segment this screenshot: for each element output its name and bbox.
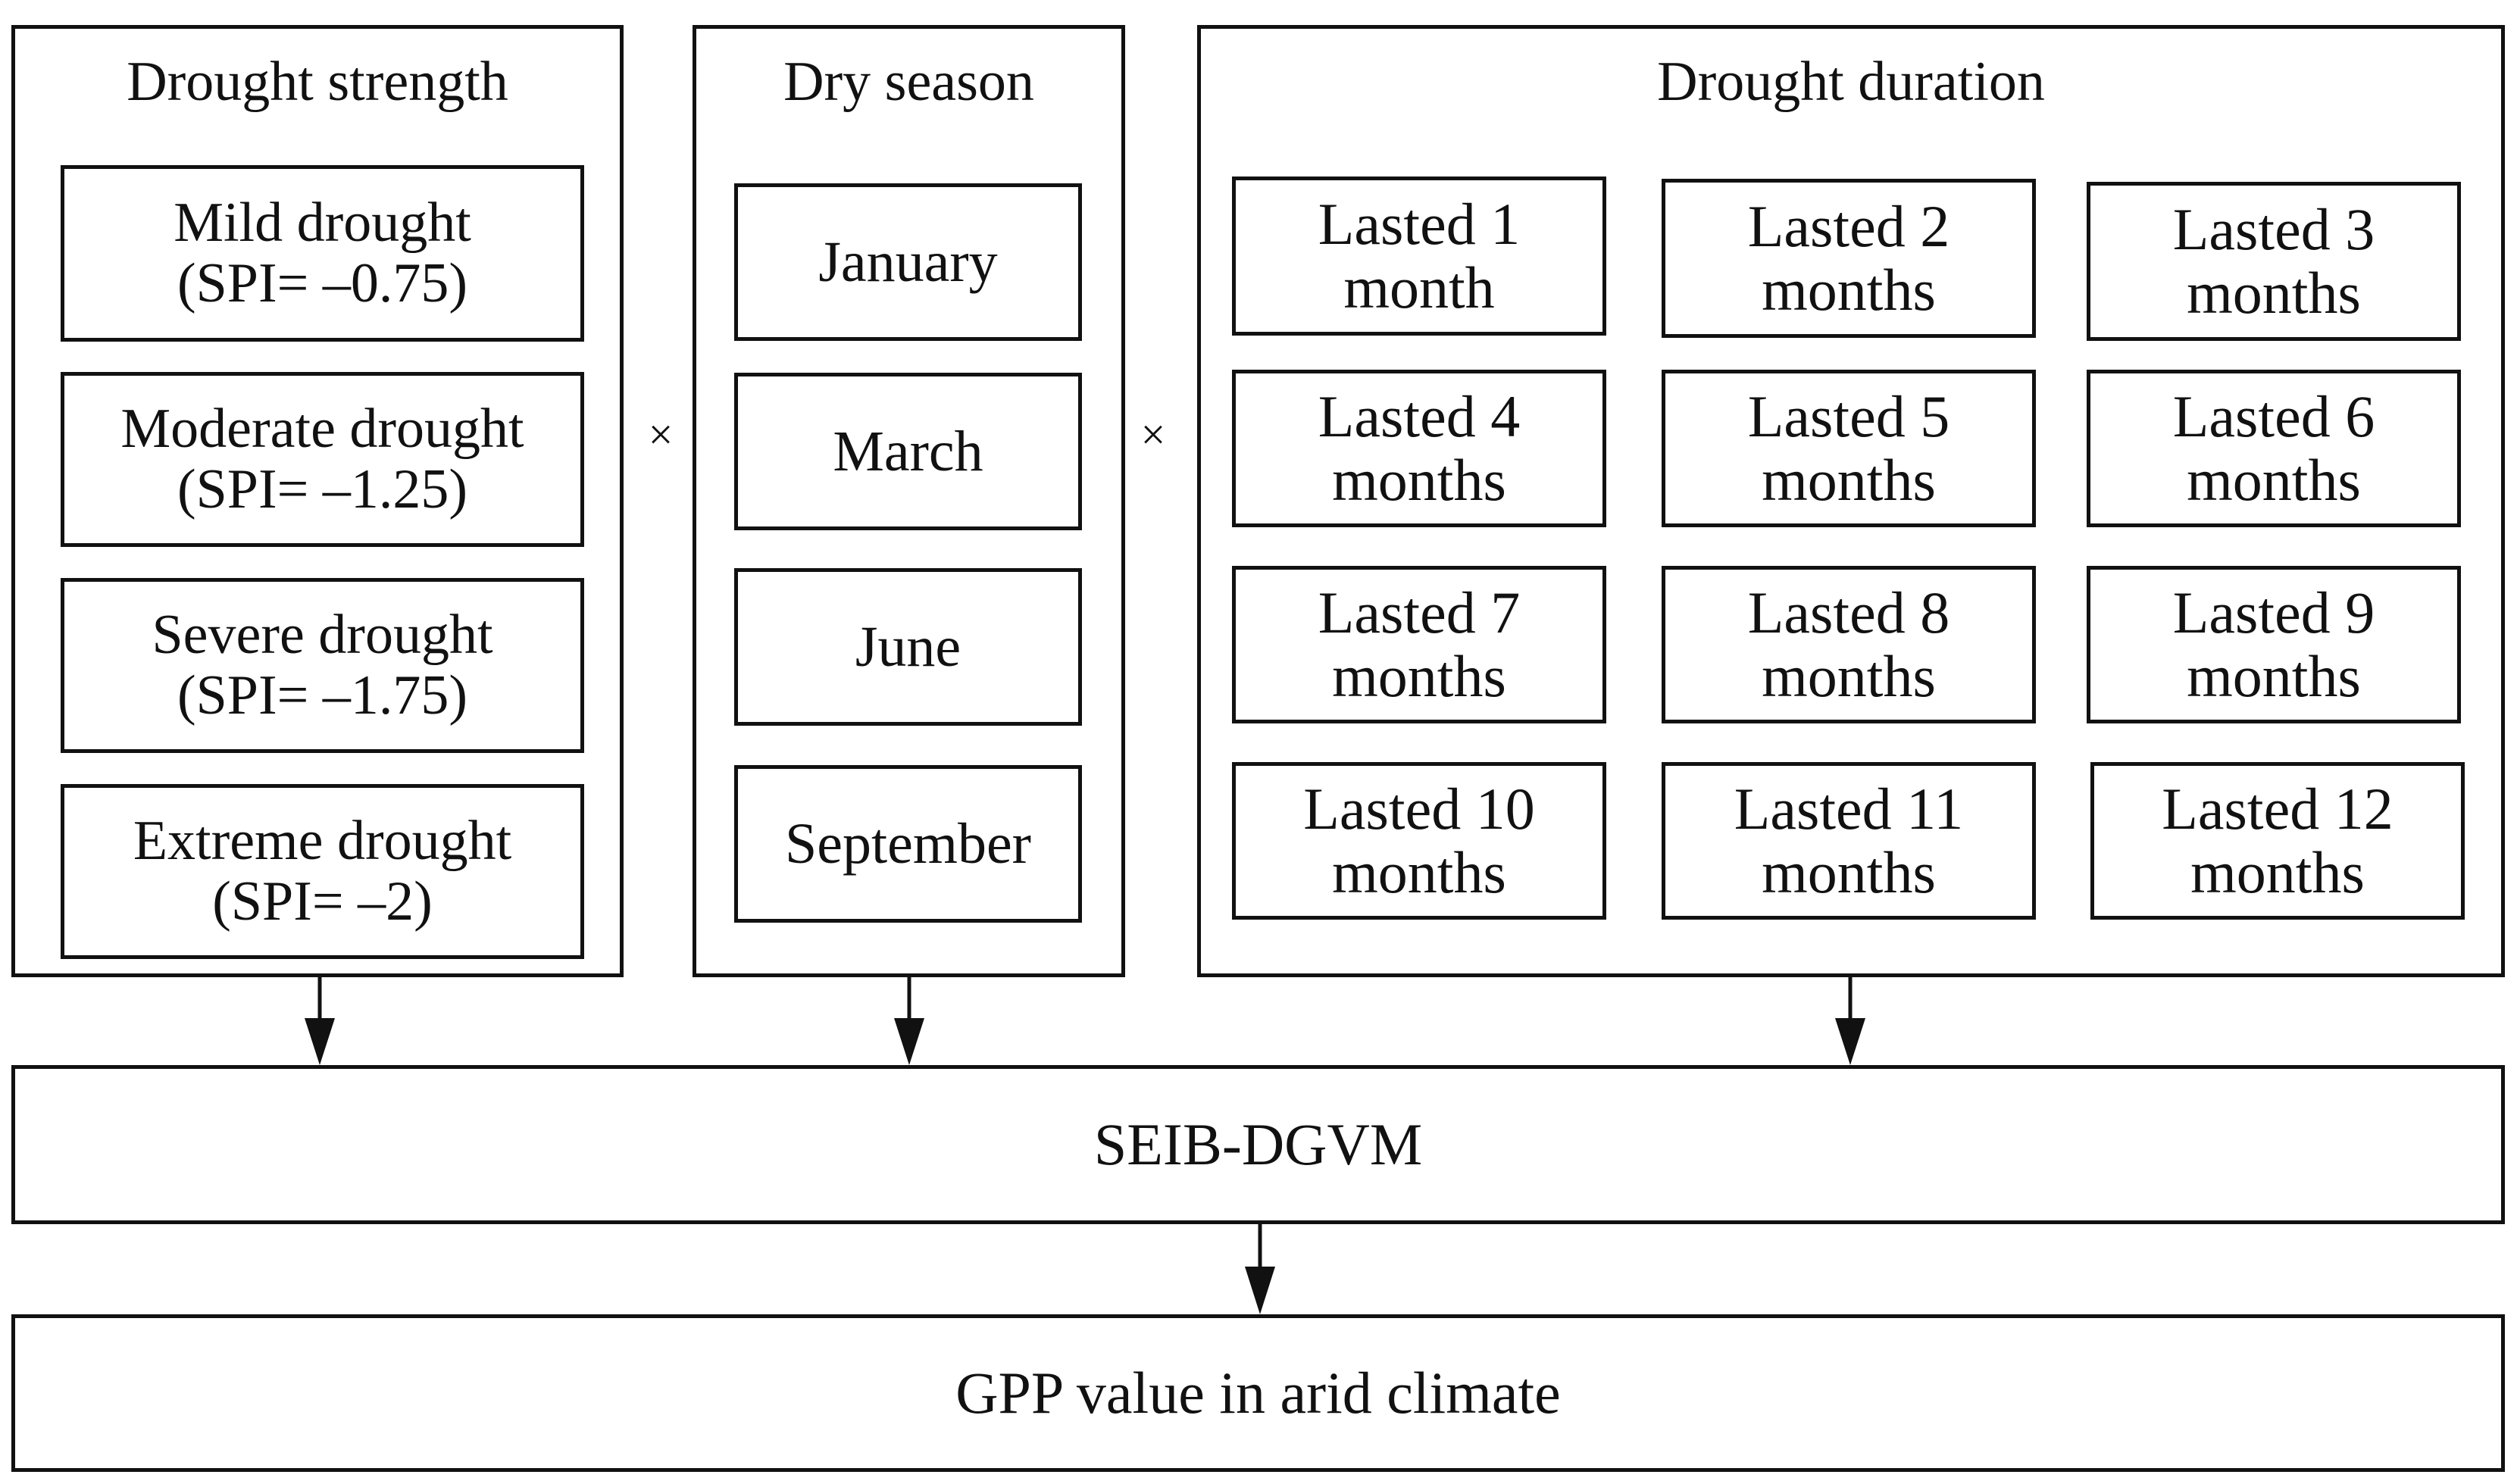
multiply-operator-1: × bbox=[648, 410, 674, 459]
duration-4: Lasted 4 months bbox=[1232, 370, 1606, 527]
arrow-duration-head bbox=[1835, 1018, 1865, 1065]
strength-mild: Mild drought (SPI= –0.75) bbox=[61, 165, 584, 342]
duration-7-label: Lasted 7 months bbox=[1318, 579, 1521, 709]
season-march: March bbox=[734, 373, 1082, 530]
duration-9-label: Lasted 9 months bbox=[2172, 579, 2375, 709]
strength-moderate: Moderate drought (SPI= –1.25) bbox=[61, 372, 584, 547]
duration-8-label: Lasted 8 months bbox=[1747, 579, 1950, 709]
season-september: September bbox=[734, 765, 1082, 923]
duration-9: Lasted 9 months bbox=[2087, 566, 2461, 723]
duration-3: Lasted 3 months bbox=[2087, 182, 2461, 341]
strength-extreme-label: Extreme drought (SPI= –2) bbox=[133, 809, 512, 933]
arrow-model-head bbox=[1245, 1267, 1275, 1314]
drought-strength-title: Drought strength bbox=[127, 51, 508, 113]
duration-7: Lasted 7 months bbox=[1232, 566, 1606, 723]
gpp-output-box: GPP value in arid climate bbox=[11, 1314, 2505, 1472]
season-march-label: March bbox=[833, 419, 983, 483]
duration-1-label: Lasted 1 month bbox=[1318, 190, 1521, 320]
duration-11: Lasted 11 months bbox=[1662, 762, 2036, 920]
duration-6-label: Lasted 6 months bbox=[2172, 383, 2375, 513]
arrow-strength-head bbox=[305, 1018, 335, 1065]
season-january: January bbox=[734, 183, 1082, 341]
strength-mild-label: Mild drought (SPI= –0.75) bbox=[174, 191, 471, 314]
duration-12: Lasted 12 months bbox=[2090, 762, 2465, 920]
duration-10: Lasted 10 months bbox=[1232, 762, 1606, 920]
duration-1: Lasted 1 month bbox=[1232, 177, 1606, 336]
duration-3-label: Lasted 3 months bbox=[2172, 195, 2375, 326]
drought-duration-title: Drought duration bbox=[1657, 51, 2045, 113]
seib-dgvm-box: SEIB-DGVM bbox=[11, 1065, 2505, 1224]
duration-2: Lasted 2 months bbox=[1662, 179, 2036, 338]
duration-11-label: Lasted 11 months bbox=[1734, 775, 1964, 905]
season-september-label: September bbox=[784, 811, 1031, 876]
gpp-output-label: GPP value in arid climate bbox=[955, 1359, 1561, 1426]
duration-8: Lasted 8 months bbox=[1662, 566, 2036, 723]
season-june: June bbox=[734, 568, 1082, 726]
duration-10-label: Lasted 10 months bbox=[1303, 775, 1535, 905]
duration-6: Lasted 6 months bbox=[2087, 370, 2461, 527]
multiply-operator-2: × bbox=[1140, 410, 1166, 459]
duration-12-label: Lasted 12 months bbox=[2162, 775, 2393, 905]
duration-5-label: Lasted 5 months bbox=[1747, 383, 1950, 513]
arrow-season-head bbox=[894, 1018, 924, 1065]
season-june-label: June bbox=[855, 614, 961, 679]
duration-4-label: Lasted 4 months bbox=[1318, 383, 1521, 513]
strength-moderate-label: Moderate drought (SPI= –1.25) bbox=[120, 397, 524, 520]
dry-season-title: Dry season bbox=[783, 51, 1034, 113]
duration-2-label: Lasted 2 months bbox=[1747, 192, 1950, 323]
strength-severe-label: Severe drought (SPI= –1.75) bbox=[152, 603, 493, 726]
duration-5: Lasted 5 months bbox=[1662, 370, 2036, 527]
strength-severe: Severe drought (SPI= –1.75) bbox=[61, 578, 584, 753]
strength-extreme: Extreme drought (SPI= –2) bbox=[61, 784, 584, 959]
seib-dgvm-label: SEIB-DGVM bbox=[1093, 1111, 1423, 1177]
season-january-label: January bbox=[818, 230, 998, 294]
